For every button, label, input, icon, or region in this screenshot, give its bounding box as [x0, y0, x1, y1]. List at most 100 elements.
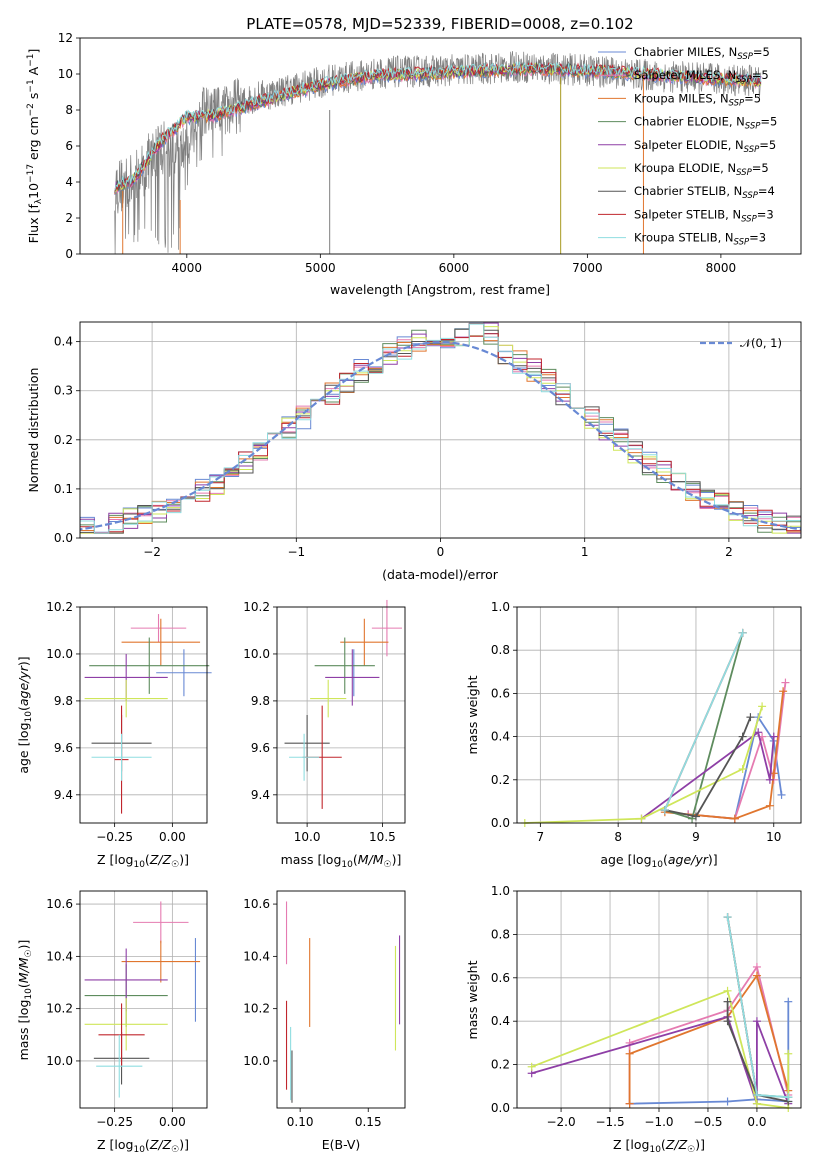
model-spectrum-line: [114, 61, 762, 191]
y-tick-label: 10.4: [46, 949, 73, 963]
legend-label: Kroupa ELODIE, NSSP=5: [634, 161, 769, 178]
y-tick-label: 9.4: [251, 788, 270, 802]
y-tick-label: 10.6: [46, 897, 73, 911]
legend-label: Salpeter ELODIE, NSSP=5: [634, 138, 776, 155]
y-tick-label: 10.2: [243, 600, 270, 614]
legend-label: Chabrier ELODIE, NSSP=5: [634, 115, 777, 132]
y-tick-label: 0.1: [54, 482, 73, 496]
mass-vs-metallicity-xlabel: Z [log10(Z/Z☉)]: [97, 1137, 189, 1155]
y-tick-label: 0.6: [491, 971, 510, 985]
y-tick-label: 1.0: [491, 600, 510, 614]
x-tick-label: 9: [692, 830, 700, 844]
x-tick-label: −1.5: [595, 1115, 624, 1129]
x-tick-label: 0.15: [355, 1115, 382, 1129]
residuals-panel: −2 −1 0 1 2 0.0 0.1 0.2 0.3 0.4 (data-model)/erro…: [26, 321, 802, 582]
legend-label: Salpeter STELIB, NSSP=3: [634, 207, 774, 224]
spectrum-axes-frame: [79, 37, 802, 255]
spectrum-plot-area: 4000 5000 6000 7000 8000 0 2 4 6 8 10 12: [58, 31, 762, 275]
x-tick-label: 2: [725, 545, 733, 559]
weight-series-line: [640, 731, 775, 820]
y-tick-label: 10.0: [243, 647, 270, 661]
y-tick-label: 0.0: [491, 1101, 510, 1115]
x-tick-label: 10.5: [369, 830, 396, 844]
y-tick-label: 0.4: [491, 730, 510, 744]
age-vs-metallicity-frame: [79, 606, 208, 824]
residual-histogram-step: [80, 323, 801, 534]
y-tick-label: 6: [65, 139, 73, 153]
residuals-axes-frame: [79, 321, 802, 539]
residuals-ylabel: Normed distribution: [26, 368, 41, 493]
y-tick-label: 0.3: [54, 384, 73, 398]
spectrum-ylabel: Flux [fλ10−17 erg cm−2 s−1 A−1]: [26, 49, 44, 244]
y-tick-label: 10.6: [243, 897, 270, 911]
x-tick-label: −2.0: [546, 1115, 575, 1129]
x-tick-label: −1.0: [644, 1115, 673, 1129]
y-tick-label: 0.6: [491, 686, 510, 700]
y-tick-label: 0.4: [54, 335, 73, 349]
weight-vs-age-xlabel: age [log10(age/yr)]: [600, 852, 717, 870]
mass-vs-extinction-frame: [276, 890, 406, 1109]
x-tick-label: 7: [537, 830, 545, 844]
y-tick-label: 0.8: [491, 927, 510, 941]
spectrum-legend: Chabrier MILES, NSSP=5 Salpeter MILES, NS…: [598, 45, 777, 248]
weight-series-line: [663, 632, 744, 811]
y-tick-label: 9.6: [54, 741, 73, 755]
y-tick-label: 10: [58, 67, 73, 81]
x-tick-label: 10: [766, 830, 781, 844]
spectrum-curves: [114, 51, 762, 254]
y-tick-label: 10.2: [243, 1002, 270, 1016]
x-tick-label: 0.10: [287, 1115, 314, 1129]
age-vs-mass-xlabel: mass [log10(M/M☉)]: [281, 852, 402, 870]
mass-vs-metallicity-frame: [79, 890, 208, 1109]
y-tick-label: 10.0: [46, 1054, 73, 1068]
legend-label: Chabrier MILES, NSSP=5: [634, 45, 770, 62]
y-tick-label: 0.2: [491, 1058, 510, 1072]
x-tick-label: −0.5: [693, 1115, 722, 1129]
gaussian-legend: 𝒩(0, 1): [700, 336, 782, 350]
age-vs-mass-frame: [276, 606, 406, 824]
y-tick-label: 10.0: [46, 647, 73, 661]
legend-label: Kroupa MILES, NSSP=5: [634, 91, 761, 108]
y-tick-label: 0: [65, 247, 73, 261]
x-tick-label: 6000: [439, 261, 470, 275]
y-tick-label: 9.8: [54, 694, 73, 708]
y-tick-label: 0.0: [54, 531, 73, 545]
gaussian-reference-curve: [80, 341, 801, 531]
legend-label: Chabrier STELIB, NSSP=4: [634, 184, 775, 201]
y-tick-label: 0.8: [491, 643, 510, 657]
weight-vs-metallicity-xlabel: Z [log10(Z/Z☉)]: [613, 1137, 705, 1155]
age-vs-metallicity-ylabel: age [log10(age/yr)]: [16, 656, 34, 773]
gaussian-legend-label: 𝒩(0, 1): [740, 336, 782, 350]
x-tick-label: −0.25: [96, 830, 133, 844]
x-tick-label: 10.0: [294, 830, 321, 844]
x-tick-label: 8: [614, 830, 622, 844]
y-tick-label: 10.4: [243, 949, 270, 963]
mass-vs-extinction-plot: 0.10 0.15 10.0 10.2 10.4 10.6: [243, 897, 401, 1129]
x-tick-label: 5000: [305, 261, 336, 275]
weight-vs-age-ylabel: mass weight: [465, 675, 480, 754]
x-tick-label: 0.00: [159, 1115, 186, 1129]
weight-vs-metallicity-plot: −2.0 −1.5 −1.0 −0.5 0.0 0.0 0.2 0.4 0.6 0.8 1.0: [491, 884, 801, 1129]
y-tick-label: 8: [65, 103, 73, 117]
legend-label: Kroupa STELIB, NSSP=3: [634, 231, 766, 248]
legend-label: Salpeter MILES, NSSP=5: [634, 68, 769, 85]
spectrum-panel: PLATE=0578, MJD=52339, FIBERID=0008, z=0…: [26, 15, 802, 297]
y-tick-label: 9.6: [251, 741, 270, 755]
y-tick-label: 1.0: [491, 884, 510, 898]
spectrum-xlabel: wavelength [Angstrom, rest frame]: [330, 282, 550, 297]
weight-vs-metallicity-frame: [516, 890, 802, 1109]
spectrum-title: PLATE=0578, MJD=52339, FIBERID=0008, z=0…: [246, 15, 633, 33]
y-tick-label: 10.0: [243, 1054, 270, 1068]
weight-series-line: [664, 716, 752, 818]
mass-vs-metallicity-ylabel: mass [log10(M/M☉)]: [16, 940, 34, 1061]
y-tick-label: 0.2: [491, 773, 510, 787]
x-tick-label: −2: [143, 545, 161, 559]
y-tick-label: 9.8: [251, 694, 270, 708]
x-tick-label: −0.25: [96, 1115, 133, 1129]
y-tick-label: 0.4: [491, 1014, 510, 1028]
x-tick-label: 0.0: [747, 1115, 766, 1129]
x-tick-label: 0: [437, 545, 445, 559]
x-tick-label: 0.00: [159, 830, 186, 844]
